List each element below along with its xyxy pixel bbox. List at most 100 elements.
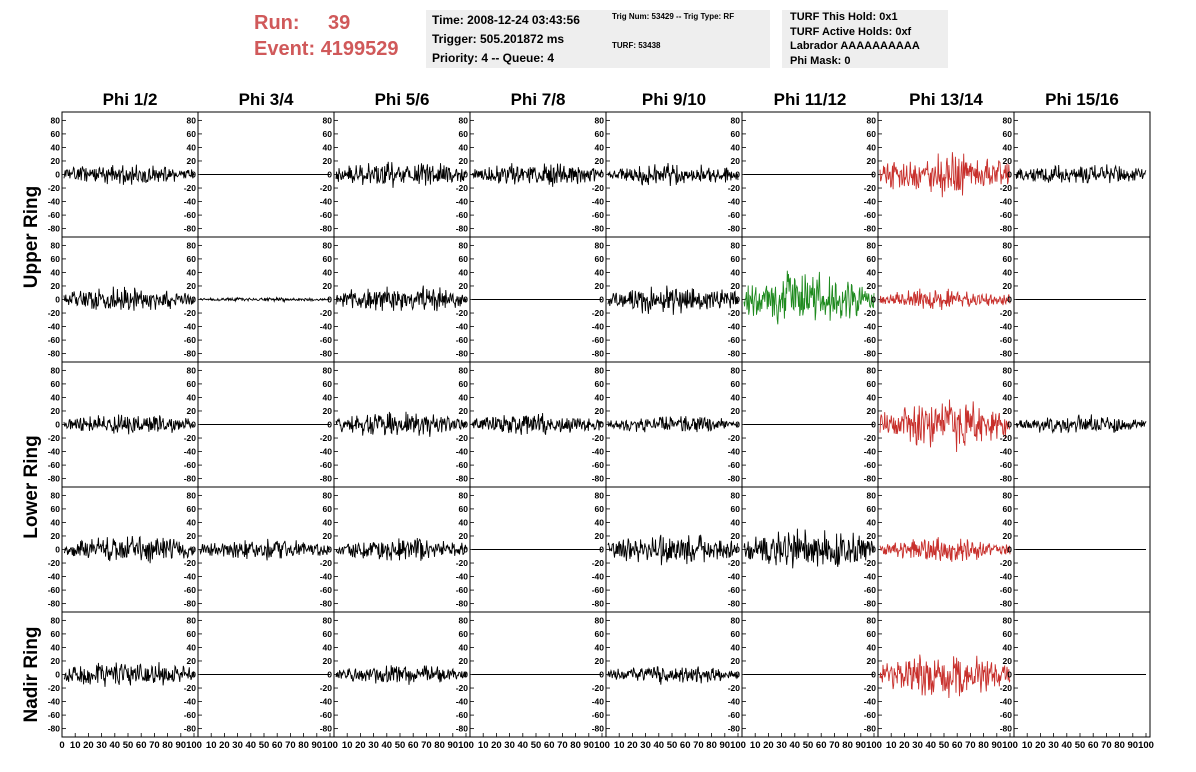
y-tick-label: -20 — [184, 558, 197, 568]
y-tick-label: 40 — [731, 517, 741, 527]
y-tick-label: 40 — [595, 517, 605, 527]
x-tick-label: 100 — [866, 740, 882, 751]
y-tick-label: 40 — [459, 267, 469, 277]
x-tick-label: 80 — [1114, 740, 1125, 751]
y-tick-label: -60 — [728, 710, 741, 720]
y-tick-label: 0 — [599, 420, 604, 430]
ring-label: Lower Ring — [21, 435, 42, 538]
y-tick-label: -60 — [1000, 460, 1013, 470]
x-tick-label: 90 — [720, 740, 731, 751]
y-tick-label: -20 — [184, 433, 197, 443]
x-tick-label: 50 — [939, 740, 950, 751]
x-tick-label: 30 — [504, 740, 515, 751]
y-tick-label: 40 — [1003, 517, 1013, 527]
y-tick-label: -40 — [456, 697, 469, 707]
y-tick-label: -60 — [456, 460, 469, 470]
x-tick-label: 10 — [342, 740, 353, 751]
y-tick-label: 60 — [459, 629, 469, 639]
y-tick-label: 40 — [731, 267, 741, 277]
y-tick-label: -80 — [48, 224, 61, 234]
turf-info-box: TURF This Hold: 0x1 TURF Active Holds: 0… — [782, 10, 948, 68]
y-tick-label: -80 — [456, 224, 469, 234]
x-tick-label: 40 — [518, 740, 529, 751]
priority-line: Priority: 4 -- Queue: 4 — [432, 51, 555, 65]
x-tick-label: 80 — [570, 740, 581, 751]
y-tick-label: 40 — [51, 517, 61, 527]
y-tick-label: 60 — [187, 629, 197, 639]
waveform-line — [879, 288, 1011, 311]
x-tick-label: 100 — [458, 740, 474, 751]
waveform-line — [63, 414, 195, 435]
y-tick-label: -20 — [864, 683, 877, 693]
waveform-line — [199, 538, 331, 561]
y-tick-label: -40 — [48, 572, 61, 582]
x-tick-label: 20 — [627, 740, 638, 751]
y-tick-label: 0 — [599, 170, 604, 180]
x-tick-label: 40 — [654, 740, 665, 751]
x-tick-label: 30 — [368, 740, 379, 751]
y-tick-label: -40 — [864, 322, 877, 332]
x-tick-label: 20 — [83, 740, 94, 751]
x-tick-label: 10 — [70, 740, 81, 751]
y-tick-label: 60 — [867, 629, 877, 639]
waveform-line — [335, 411, 467, 437]
waveform-line — [335, 161, 467, 188]
y-tick-label: 60 — [459, 129, 469, 139]
x-tick-label: 30 — [232, 740, 243, 751]
y-tick-label: -40 — [456, 447, 469, 457]
y-tick-label: 0 — [1007, 670, 1012, 680]
y-tick-label: 0 — [463, 295, 468, 305]
y-tick-label: 60 — [323, 379, 333, 389]
y-tick-label: 80 — [323, 115, 333, 125]
y-tick-label: 0 — [1007, 295, 1012, 305]
trigger-info-box: Trig Num: 53429 -- Trig Type: RF TURF: 5… — [604, 10, 770, 68]
y-tick-label: 80 — [867, 365, 877, 375]
waveform-line — [607, 162, 739, 187]
column-title: Phi 11/12 — [774, 90, 847, 109]
y-tick-label: 40 — [459, 392, 469, 402]
y-tick-label: 40 — [1003, 267, 1013, 277]
y-tick-label: -40 — [1000, 697, 1013, 707]
y-tick-label: 0 — [191, 170, 196, 180]
y-tick-label: 80 — [867, 490, 877, 500]
y-tick-label: -40 — [728, 697, 741, 707]
x-tick-label: 10 — [886, 740, 897, 751]
y-tick-label: 60 — [459, 504, 469, 514]
y-tick-label: -20 — [184, 183, 197, 193]
y-tick-label: 40 — [459, 642, 469, 652]
y-tick-label: 80 — [595, 490, 605, 500]
y-tick-label: 0 — [327, 295, 332, 305]
y-tick-label: -40 — [728, 447, 741, 457]
y-tick-label: 20 — [595, 281, 605, 291]
y-tick-label: -40 — [184, 697, 197, 707]
y-tick-label: -60 — [728, 585, 741, 595]
x-tick-label: 50 — [531, 740, 542, 751]
y-tick-label: -80 — [1000, 724, 1013, 734]
y-tick-label: 0 — [735, 170, 740, 180]
y-tick-label: 0 — [191, 420, 196, 430]
x-tick-label: 40 — [926, 740, 937, 751]
y-tick-label: 60 — [1003, 129, 1013, 139]
y-tick-label: -20 — [48, 433, 61, 443]
y-tick-label: -20 — [1000, 308, 1013, 318]
y-tick-label: -20 — [320, 683, 333, 693]
y-tick-label: -80 — [48, 474, 61, 484]
y-tick-label: 20 — [51, 281, 61, 291]
x-tick-label: 40 — [1062, 740, 1073, 751]
y-tick-label: 0 — [191, 545, 196, 555]
y-tick-label: -60 — [320, 210, 333, 220]
y-tick-label: 80 — [187, 115, 197, 125]
waveform-line — [1015, 414, 1147, 435]
y-tick-label: -20 — [728, 433, 741, 443]
y-tick-label: 80 — [867, 615, 877, 625]
y-tick-label: -40 — [592, 197, 605, 207]
run-event-info: Run: 39 Event: 4199529 — [254, 10, 399, 62]
x-tick-label: 60 — [136, 740, 147, 751]
y-tick-label: 20 — [1003, 406, 1013, 416]
y-tick-label: 20 — [323, 156, 333, 166]
y-tick-label: 0 — [327, 670, 332, 680]
y-tick-label: -20 — [1000, 558, 1013, 568]
y-tick-label: 60 — [1003, 254, 1013, 264]
y-tick-label: -80 — [48, 349, 61, 359]
y-tick-label: 20 — [867, 156, 877, 166]
